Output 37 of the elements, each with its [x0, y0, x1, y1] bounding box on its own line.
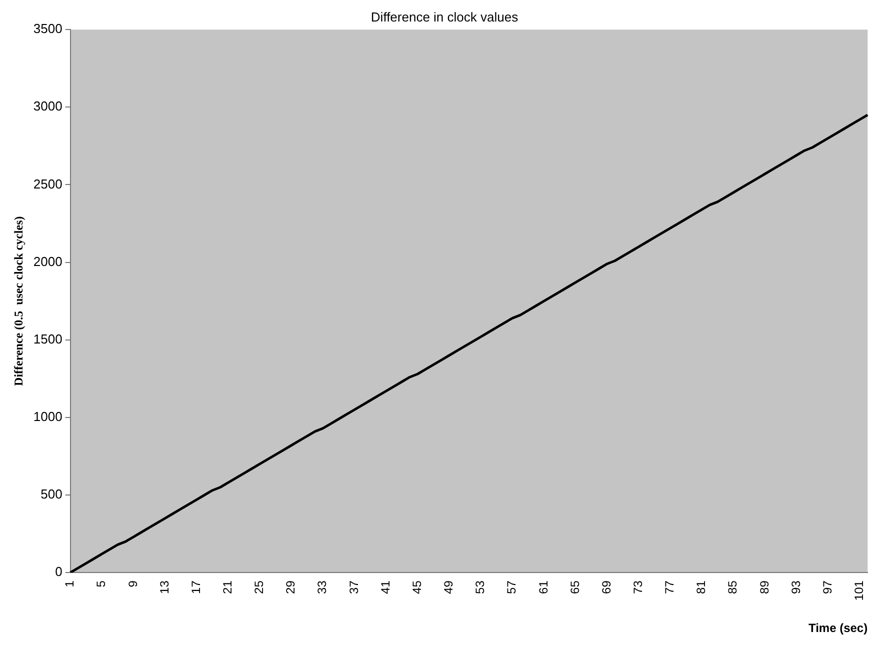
x-tick-label: 53 [473, 580, 488, 594]
x-tick-label: 21 [220, 580, 235, 594]
y-tick-label: 2000 [33, 254, 62, 269]
y-axis-title: Difference (0.5 usec clock cycles) [11, 216, 26, 386]
x-tick-label: 37 [346, 580, 361, 594]
y-tick-label: 2500 [33, 176, 62, 192]
x-tick-label: 25 [252, 580, 266, 594]
y-tick-label: 500 [40, 486, 62, 502]
x-tick-label: 97 [820, 580, 834, 594]
x-axis-title: Time (sec) [808, 621, 868, 636]
x-tick-label: 57 [504, 580, 519, 594]
y-tick-label: 3000 [33, 98, 62, 114]
x-tick-label: 77 [662, 580, 677, 594]
x-tick-label: 5 [94, 580, 108, 588]
y-tick-label: 0 [55, 564, 62, 580]
x-tick-label: 29 [284, 580, 298, 594]
x-tick-label: 49 [442, 580, 456, 594]
y-tick-label: 1000 [33, 409, 62, 424]
x-tick-label: 73 [630, 580, 645, 594]
x-tick-label: 85 [726, 580, 740, 594]
x-tick-label: 101 [852, 580, 866, 601]
chart-title: Difference in clock values [370, 9, 519, 24]
x-tick-label: 45 [410, 580, 424, 594]
x-tick-label: 93 [788, 580, 803, 594]
x-tick-label: 61 [536, 580, 550, 594]
y-tick-label: 3500 [33, 21, 62, 36]
x-tick-label: 89 [757, 580, 772, 594]
x-tick-label: 17 [188, 580, 203, 594]
x-tick-label: 41 [378, 580, 392, 594]
x-tick-label: 9 [126, 580, 140, 588]
x-tick-label: 13 [157, 580, 172, 594]
x-tick-label: 69 [599, 580, 614, 594]
x-tick-label: 33 [315, 580, 330, 594]
x-tick-label: 1 [62, 580, 77, 588]
y-tick-label: 1500 [33, 331, 62, 346]
x-tick-label: 65 [568, 580, 582, 594]
x-tick-label: 81 [694, 580, 708, 594]
